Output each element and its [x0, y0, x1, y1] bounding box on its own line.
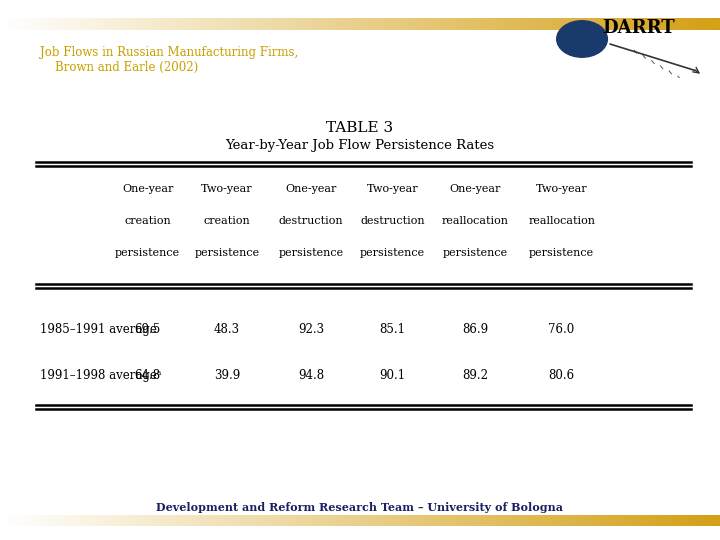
- Text: 80.6: 80.6: [549, 369, 575, 382]
- Text: persistence: persistence: [443, 248, 508, 259]
- Text: One-year: One-year: [122, 184, 174, 194]
- Text: 85.1: 85.1: [379, 323, 405, 336]
- Text: One-year: One-year: [449, 184, 501, 194]
- Text: 1985–1991 average: 1985–1991 average: [40, 323, 156, 336]
- Text: 64.8: 64.8: [135, 369, 161, 382]
- Text: destruction: destruction: [360, 216, 425, 226]
- Text: 69.5: 69.5: [135, 323, 161, 336]
- Text: 86.9: 86.9: [462, 323, 488, 336]
- Text: 94.8: 94.8: [298, 369, 324, 382]
- Text: reallocation: reallocation: [441, 216, 509, 226]
- Text: persistence: persistence: [279, 248, 343, 259]
- Text: Brown and Earle (2002): Brown and Earle (2002): [40, 61, 198, 74]
- Text: One-year: One-year: [285, 184, 337, 194]
- Text: DARRT: DARRT: [603, 19, 675, 37]
- Text: persistence: persistence: [115, 248, 180, 259]
- Text: persistence: persistence: [360, 248, 425, 259]
- Text: persistence: persistence: [194, 248, 259, 259]
- Text: 76.0: 76.0: [549, 323, 575, 336]
- Text: destruction: destruction: [279, 216, 343, 226]
- Text: 48.3: 48.3: [214, 323, 240, 336]
- Text: Year-by-Year Job Flow Persistence Rates: Year-by-Year Job Flow Persistence Rates: [225, 139, 495, 152]
- Text: Two-year: Two-year: [366, 184, 418, 194]
- Text: Job Flows in Russian Manufacturing Firms,: Job Flows in Russian Manufacturing Firms…: [40, 46, 298, 59]
- Text: 92.3: 92.3: [298, 323, 324, 336]
- Text: 89.2: 89.2: [462, 369, 488, 382]
- Text: creation: creation: [125, 216, 171, 226]
- Text: 90.1: 90.1: [379, 369, 405, 382]
- Text: 39.9: 39.9: [214, 369, 240, 382]
- Text: Development and Reform Research Team – University of Bologna: Development and Reform Research Team – U…: [156, 502, 564, 513]
- Text: reallocation: reallocation: [528, 216, 595, 226]
- Text: creation: creation: [204, 216, 250, 226]
- Ellipse shape: [557, 21, 608, 57]
- Text: Two-year: Two-year: [536, 184, 588, 194]
- Text: TABLE 3: TABLE 3: [326, 122, 394, 136]
- Text: 1991–1998 averageᵃ: 1991–1998 averageᵃ: [40, 369, 161, 382]
- Text: persistence: persistence: [529, 248, 594, 259]
- Text: Two-year: Two-year: [201, 184, 253, 194]
